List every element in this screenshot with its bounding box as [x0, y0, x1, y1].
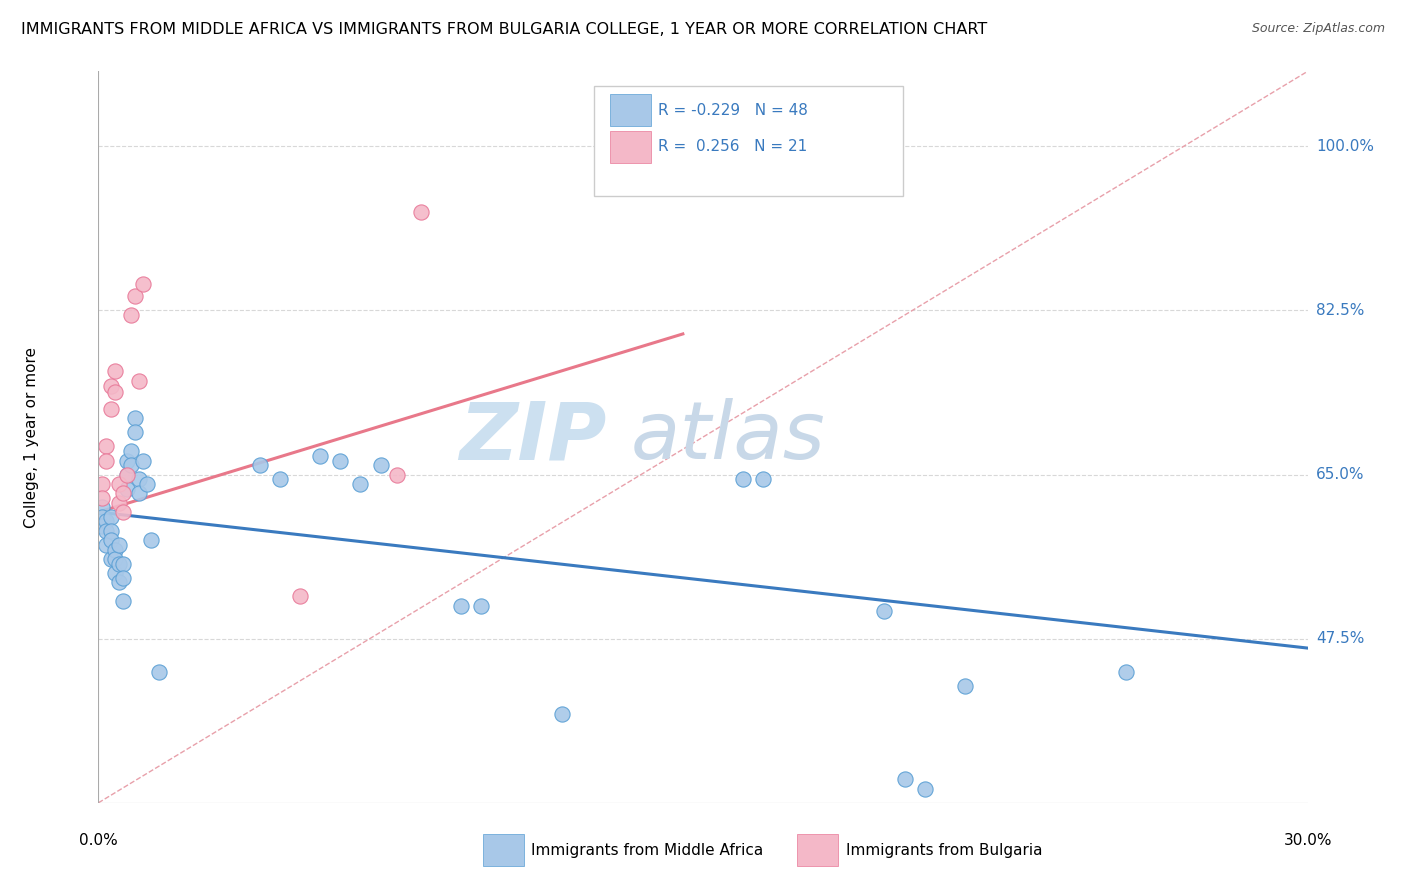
Point	[733, 472, 755, 486]
Point	[107, 538, 129, 552]
FancyBboxPatch shape	[610, 130, 651, 163]
Text: College, 1 year or more: College, 1 year or more	[24, 347, 39, 527]
Point	[349, 477, 371, 491]
Point	[103, 552, 125, 566]
Point	[100, 552, 122, 566]
Point	[120, 458, 142, 473]
Point	[91, 500, 114, 515]
Point	[139, 533, 162, 548]
Point	[103, 566, 125, 580]
FancyBboxPatch shape	[482, 834, 524, 866]
Point	[385, 467, 408, 482]
Text: IMMIGRANTS FROM MIDDLE AFRICA VS IMMIGRANTS FROM BULGARIA COLLEGE, 1 YEAR OR MOR: IMMIGRANTS FROM MIDDLE AFRICA VS IMMIGRA…	[21, 22, 987, 37]
Point	[124, 289, 146, 303]
Point	[115, 482, 138, 496]
Point	[914, 781, 936, 796]
Point	[409, 205, 432, 219]
Point	[91, 477, 114, 491]
Point	[107, 496, 129, 510]
Point	[551, 706, 574, 721]
Point	[100, 401, 122, 416]
Point	[91, 509, 114, 524]
Text: ZIP: ZIP	[458, 398, 606, 476]
Text: R =  0.256   N = 21: R = 0.256 N = 21	[658, 139, 807, 154]
Point	[96, 515, 118, 529]
FancyBboxPatch shape	[797, 834, 838, 866]
Point	[249, 458, 271, 473]
Text: atlas: atlas	[630, 398, 825, 476]
Point	[120, 308, 142, 322]
Point	[752, 472, 775, 486]
Point	[111, 486, 134, 500]
Point	[111, 571, 134, 585]
Point	[103, 542, 125, 557]
Text: 65.0%: 65.0%	[1316, 467, 1364, 482]
Point	[873, 603, 896, 617]
Point	[124, 411, 146, 425]
Point	[135, 477, 157, 491]
Point	[1115, 665, 1137, 679]
Point	[288, 590, 311, 604]
Point	[128, 486, 150, 500]
Point	[132, 453, 155, 467]
Point	[96, 524, 118, 538]
Point	[128, 472, 150, 486]
Point	[115, 453, 138, 467]
Point	[132, 277, 155, 292]
Text: 30.0%: 30.0%	[1284, 833, 1331, 848]
Point	[124, 425, 146, 440]
Point	[370, 458, 392, 473]
Text: 0.0%: 0.0%	[79, 833, 118, 848]
FancyBboxPatch shape	[610, 94, 651, 127]
Point	[309, 449, 332, 463]
Point	[96, 440, 118, 454]
Text: Immigrants from Bulgaria: Immigrants from Bulgaria	[845, 843, 1042, 858]
Point	[100, 524, 122, 538]
Text: Immigrants from Middle Africa: Immigrants from Middle Africa	[531, 843, 763, 858]
Point	[115, 467, 138, 482]
Point	[329, 453, 352, 467]
Point	[128, 374, 150, 388]
Text: 100.0%: 100.0%	[1316, 139, 1374, 154]
Point	[893, 772, 915, 787]
Point	[148, 665, 170, 679]
Text: Source: ZipAtlas.com: Source: ZipAtlas.com	[1251, 22, 1385, 36]
Text: R = -0.229   N = 48: R = -0.229 N = 48	[658, 103, 808, 118]
Point	[450, 599, 472, 613]
Point	[107, 477, 129, 491]
Point	[111, 505, 134, 519]
Point	[107, 557, 129, 571]
Text: 47.5%: 47.5%	[1316, 632, 1364, 646]
Point	[111, 557, 134, 571]
Point	[953, 679, 976, 693]
Point	[470, 599, 492, 613]
FancyBboxPatch shape	[595, 86, 903, 195]
Point	[103, 364, 125, 378]
Point	[269, 472, 291, 486]
Point	[107, 575, 129, 590]
Point	[103, 385, 125, 400]
Point	[115, 467, 138, 482]
Point	[120, 444, 142, 458]
Point	[91, 491, 114, 505]
Point	[111, 594, 134, 608]
Text: 82.5%: 82.5%	[1316, 303, 1364, 318]
Point	[96, 453, 118, 467]
Point	[100, 378, 122, 392]
Point	[96, 538, 118, 552]
Point	[100, 509, 122, 524]
Point	[91, 519, 114, 533]
Point	[672, 149, 695, 163]
Point	[100, 533, 122, 548]
